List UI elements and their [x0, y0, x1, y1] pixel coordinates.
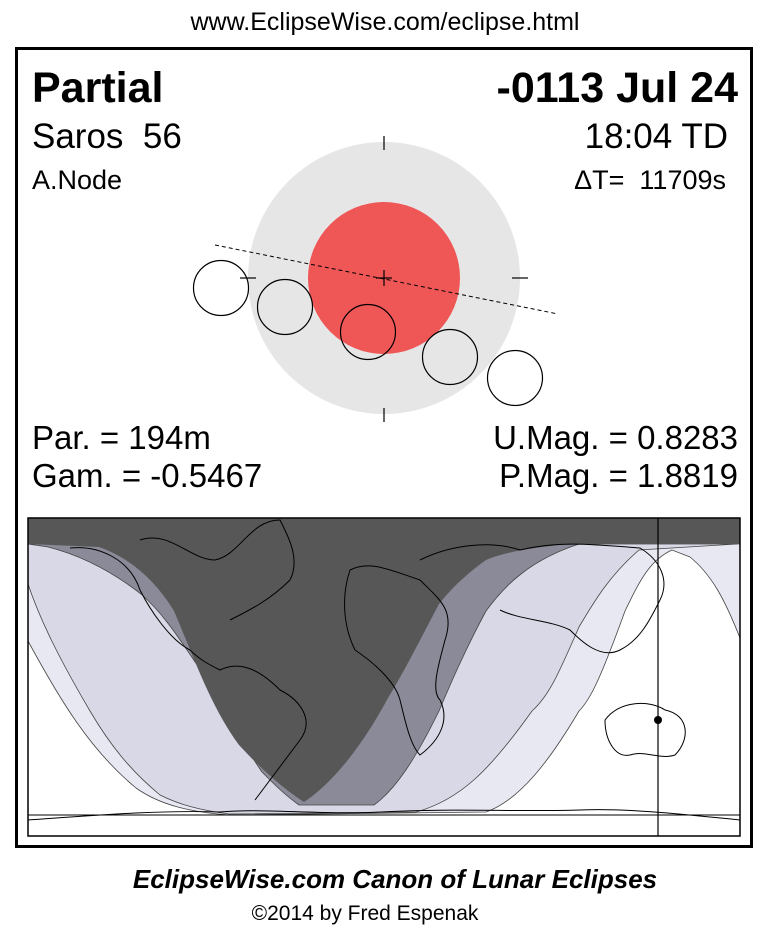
eclipse-time: 18:04 TD: [584, 117, 728, 156]
node-label: A.Node: [32, 165, 123, 195]
penumbral-magnitude: P.Mag. = 1.8819: [499, 457, 738, 494]
ecliptic-line: [214, 244, 559, 315]
delta-t: ΔT= 11709s: [574, 165, 726, 195]
moon-p4: [486, 349, 544, 407]
eclipse-type: Partial: [32, 64, 164, 112]
partial-duration: Par. = 194m: [32, 419, 211, 456]
shadow-diagram: [192, 136, 559, 422]
gamma-value: Gam. = -0.5467: [32, 457, 263, 494]
footer-title: EclipseWise.com Canon of Lunar Eclipses: [132, 864, 658, 894]
visibility-map: [27, 517, 741, 837]
umbral-magnitude: U.Mag. = 0.8283: [493, 419, 738, 456]
night-region: [28, 518, 740, 802]
eclipse-date: -0113 Jul 24: [496, 64, 738, 112]
eclipse-panel-frame: [15, 47, 753, 848]
greatest-eclipse-point: [654, 716, 662, 724]
moon-u4: [421, 328, 479, 386]
moon-positions: [192, 259, 544, 407]
saros-number: Saros 56: [32, 117, 182, 156]
footer-copyright: ©2014 by Fred Espenak: [251, 902, 479, 925]
coastlines: [28, 519, 740, 821]
source-url: www.EclipseWise.com/eclipse.html: [190, 8, 580, 36]
moon-greatest: [339, 303, 397, 361]
moon-u1: [256, 278, 314, 336]
axis-ticks: [240, 136, 528, 422]
moon-p1: [192, 259, 250, 317]
